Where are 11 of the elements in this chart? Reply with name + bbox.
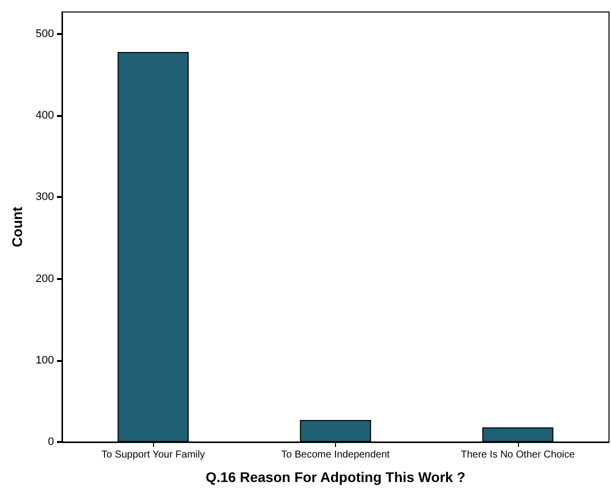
- y-tick-label: 200: [36, 272, 54, 285]
- y-tick-label: 500: [36, 28, 54, 40]
- y-tick-label: 300: [36, 191, 54, 204]
- y-axis-title: Count: [9, 206, 25, 248]
- x-tick-label: To Support Your Family: [101, 450, 205, 460]
- x-tick-label: There Is No Other Choice: [460, 450, 576, 460]
- x-tick-label: To Become Independent: [281, 450, 390, 460]
- x-axis-title: Q.16 Reason For Adpoting This Work ?: [206, 469, 466, 485]
- y-tick-label: 0: [48, 436, 54, 448]
- y-tick-label: 400: [36, 110, 54, 122]
- y-tick-label: 100: [36, 354, 54, 366]
